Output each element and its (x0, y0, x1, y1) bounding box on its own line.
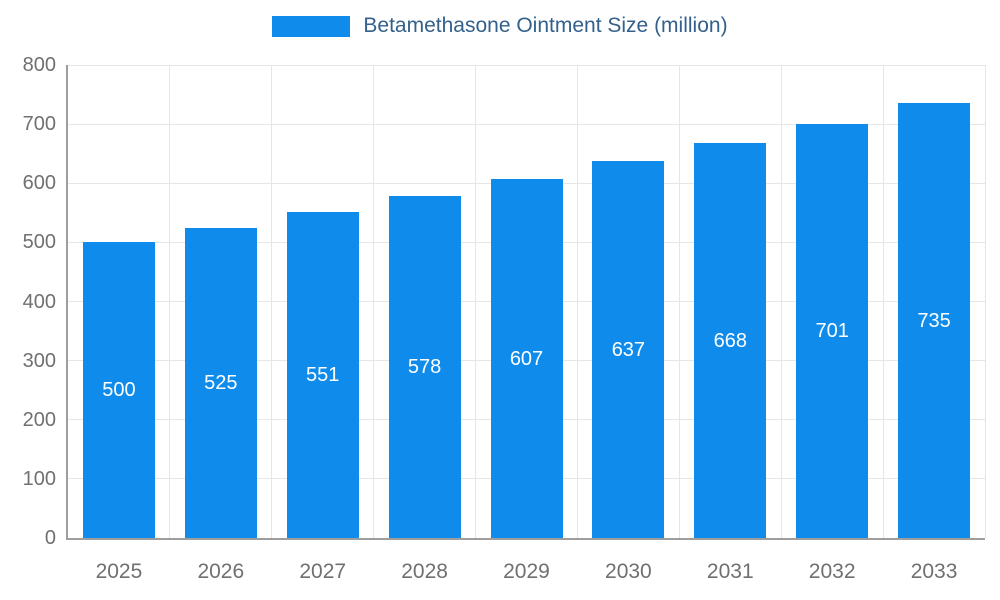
legend-swatch-icon (272, 15, 351, 37)
bar-value-label: 500 (102, 379, 136, 402)
bar (898, 103, 971, 538)
x-axis-tick-label: 2028 (401, 560, 448, 583)
bar (490, 179, 563, 538)
bar (796, 123, 869, 538)
x-axis-tick-label: 2029 (503, 560, 550, 583)
x-axis-tick-label: 2030 (605, 560, 652, 583)
y-axis-tick-label: 600 (22, 172, 56, 195)
x-axis-tick-label: 2031 (706, 560, 754, 583)
x-gridline (780, 65, 782, 538)
x-gridline (678, 65, 680, 538)
bar (82, 242, 155, 538)
y-axis-line (66, 65, 68, 540)
y-axis-tick-label: 500 (22, 231, 56, 254)
y-axis-tick-label: 100 (22, 467, 56, 490)
x-gridline (882, 65, 884, 538)
x-gridline (373, 65, 375, 538)
bar-value-label: 525 (204, 371, 238, 394)
y-axis-tick-label: 0 (44, 527, 56, 549)
bar (592, 161, 665, 538)
y-gridline (68, 64, 985, 66)
plot-area: 500 525 551 578 607 637 668 701 735 (66, 64, 986, 540)
x-gridline (475, 65, 477, 538)
x-gridline (576, 65, 578, 538)
bar-value-label: 551 (306, 364, 340, 387)
bar-value-label: 578 (407, 356, 442, 379)
x-axis-tick-label: 2027 (299, 560, 347, 583)
bar-value-label: 701 (815, 319, 849, 342)
y-gridline (68, 123, 985, 125)
x-gridline (169, 65, 171, 538)
y-axis-tick-label: 700 (22, 113, 56, 136)
bar-value-label: 607 (509, 347, 544, 370)
legend-label: Betamethasone Ointment Size (million) (363, 14, 728, 37)
x-axis-tick-label: 2025 (95, 560, 143, 583)
x-axis-tick-label: 2033 (910, 560, 958, 583)
bar (286, 212, 359, 538)
x-axis-tick-label: 2032 (808, 560, 856, 583)
bar-value-label: 735 (917, 309, 951, 332)
x-axis-tick-label: 2026 (197, 560, 245, 583)
x-gridline (271, 65, 273, 538)
y-axis-tick-label: 800 (22, 54, 56, 76)
legend[interactable]: Betamethasone Ointment Size (million) (0, 14, 1000, 38)
bar-value-label: 637 (611, 338, 646, 361)
y-axis-tick-label: 200 (22, 408, 56, 431)
x-axis-line (66, 538, 985, 540)
y-axis-tick-label: 300 (22, 349, 56, 372)
bar-value-label: 668 (713, 329, 747, 352)
bar (694, 143, 767, 538)
bar (388, 196, 461, 538)
x-gridline (984, 65, 986, 538)
bar (184, 227, 257, 538)
y-axis-tick-label: 400 (22, 290, 56, 313)
